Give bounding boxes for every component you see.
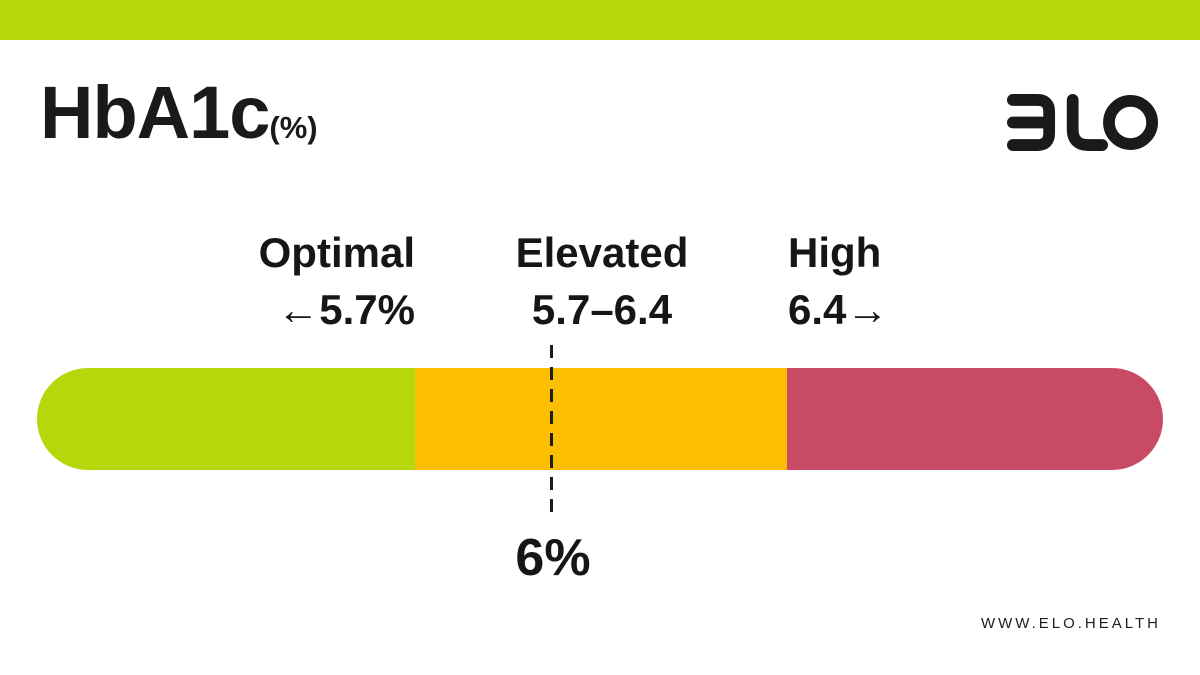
segment-label-high-range: 6.4→	[788, 286, 889, 333]
segment-label-elevated-range: 5.7–6.4	[531, 286, 673, 333]
elo-logo-icon	[1006, 94, 1158, 151]
segment-label-high: High 6.4→	[788, 224, 888, 338]
page-title-unit: (%)	[269, 110, 318, 145]
marker-value-label: 6%	[515, 529, 591, 587]
elo-logo: ELO	[1006, 92, 1158, 153]
marker-dashed-line	[550, 345, 553, 513]
segment-label-elevated: Elevated 5.7–6.4	[516, 224, 689, 338]
segment-label-elevated-name: Elevated	[515, 229, 689, 276]
segment-label-optimal-range: ←5.7%	[277, 286, 415, 333]
website-url: WWW.ELO.HEALTH	[980, 615, 1161, 632]
bar-segment-high	[787, 368, 1163, 470]
hba1c-range-bar	[37, 368, 1163, 470]
bar-segment-optimal	[37, 368, 415, 470]
segment-label-high-name: High	[788, 229, 882, 276]
bar-segment-elevated	[415, 368, 787, 470]
page-title-text: HbA1c	[40, 71, 270, 154]
segment-label-optimal: Optimal ←5.7%	[259, 224, 415, 338]
page-title: HbA1c(%)	[40, 76, 318, 150]
accent-strip	[0, 0, 1200, 40]
segment-label-optimal-name: Optimal	[258, 229, 415, 276]
